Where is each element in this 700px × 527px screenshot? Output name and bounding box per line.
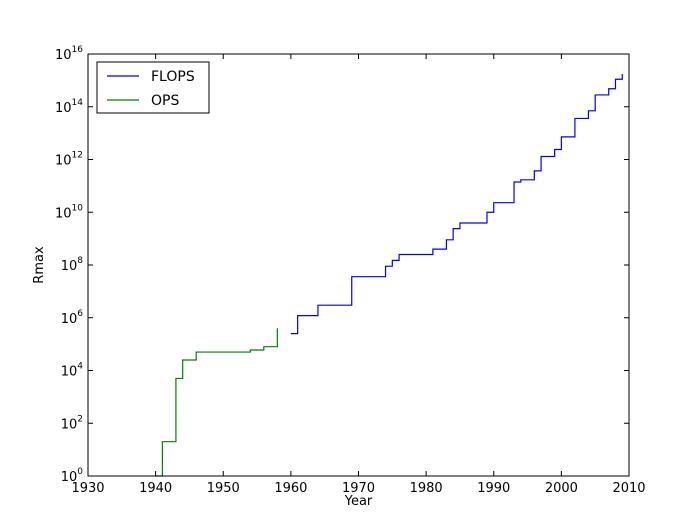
x-tick-label: 1990	[477, 481, 510, 496]
y-tick-exponent: 2	[77, 414, 83, 424]
legend-box	[96, 61, 210, 114]
x-tick-label: 1930	[71, 481, 104, 496]
y-tick-base: 10	[55, 154, 72, 169]
ticks-layer: 1930 1940 1950 1960 1970 1980 1990 2000 20101001…	[55, 45, 646, 496]
y-tick-label: 106	[61, 309, 84, 327]
series-layer	[155, 73, 623, 477]
x-tick-label: 1980	[410, 481, 443, 496]
y-tick-exponent: 12	[72, 151, 83, 161]
y-tick-label: 1016	[55, 45, 83, 63]
y-tick-base: 10	[61, 259, 78, 274]
legend: FLOPS OPS	[96, 61, 210, 114]
series-line-ops	[155, 328, 278, 477]
y-tick-exponent: 4	[77, 362, 83, 372]
y-tick-base: 10	[55, 101, 72, 116]
y-tick-base: 10	[61, 312, 78, 327]
y-tick-exponent: 0	[77, 467, 83, 477]
y-tick-exponent: 6	[77, 309, 83, 319]
y-tick-label: 102	[61, 414, 83, 432]
legend-label-ops: OPS	[151, 93, 179, 109]
y-tick-base: 10	[55, 48, 72, 63]
x-tick-label: 1960	[274, 481, 307, 496]
x-tick-label: 1940	[139, 481, 172, 496]
x-tick-label: 2010	[612, 481, 645, 496]
y-tick-base: 10	[61, 417, 78, 432]
y-axis-title: Rmax	[32, 246, 47, 284]
x-tick-label: 2000	[545, 481, 578, 496]
x-axis-title: Year	[344, 494, 373, 509]
y-tick-base: 10	[61, 470, 78, 485]
y-tick-label: 1010	[55, 203, 83, 221]
y-tick-exponent: 10	[72, 203, 84, 213]
y-tick-base: 10	[61, 365, 78, 380]
y-tick-label: 104	[61, 362, 84, 380]
y-tick-exponent: 14	[72, 98, 84, 108]
y-tick-exponent: 16	[72, 45, 84, 55]
y-tick-label: 100	[61, 467, 84, 485]
y-tick-exponent: 8	[77, 256, 83, 266]
legend-label-flops: FLOPS	[151, 69, 195, 85]
x-tick-label: 1950	[207, 481, 240, 496]
y-tick-base: 10	[55, 206, 72, 221]
y-tick-label: 1012	[55, 151, 83, 169]
plot-frame	[87, 53, 630, 477]
series-line-flops	[290, 73, 623, 335]
y-tick-label: 1014	[55, 98, 83, 116]
y-tick-label: 108	[61, 256, 84, 274]
x-tick-label: 1970	[342, 481, 375, 496]
